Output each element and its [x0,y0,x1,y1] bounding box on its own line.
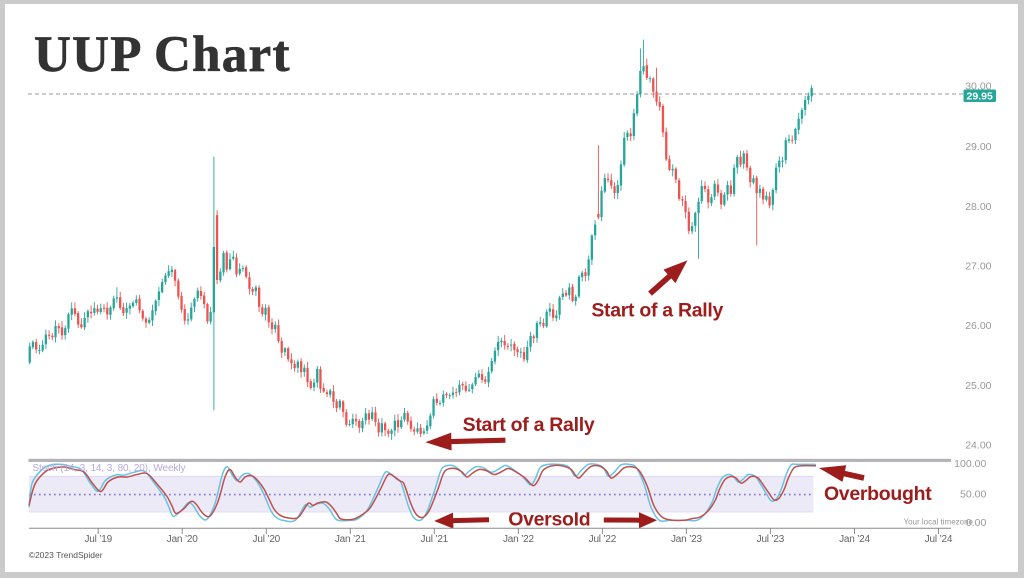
svg-text:Oversold: Oversold [508,509,590,531]
svg-text:Jul ’20: Jul ’20 [253,534,281,545]
svg-text:Jan ’21: Jan ’21 [335,534,366,545]
svg-text:Jan ’20: Jan ’20 [167,534,198,545]
svg-text:Jan ’24: Jan ’24 [839,534,870,545]
svg-text:29.95: 29.95 [967,90,993,102]
svg-text:Jul ’19: Jul ’19 [84,534,112,545]
svg-text:100.00: 100.00 [954,458,986,470]
svg-text:©2023 TrendSpider: ©2023 TrendSpider [29,550,103,560]
svg-text:50.00: 50.00 [960,489,986,501]
svg-text:UUP Chart: UUP Chart [34,27,291,83]
svg-text:Your local timezone: Your local timezone [903,518,973,527]
svg-text:Overbought: Overbought [824,483,932,505]
svg-text:Start of a Rally: Start of a Rally [463,414,595,436]
svg-text:24.00: 24.00 [965,440,991,452]
svg-text:Jul ’22: Jul ’22 [589,534,617,545]
svg-text:26.00: 26.00 [965,320,991,332]
svg-text:Jul ’21: Jul ’21 [421,534,449,545]
svg-text:29.00: 29.00 [965,141,991,153]
svg-text:Jul ’23: Jul ’23 [757,534,785,545]
svg-text:Jan ’23: Jan ’23 [671,534,702,545]
svg-text:Jul ’24: Jul ’24 [925,534,953,545]
svg-text:27.00: 27.00 [965,261,991,273]
svg-text:Jan ’22: Jan ’22 [503,534,534,545]
svg-text:0.00: 0.00 [966,517,987,529]
svg-text:Start of a Rally: Start of a Rally [591,300,723,322]
svg-text:28.00: 28.00 [965,201,991,213]
svg-text:Stoch (14, 3, 14, 3, 80, 20),: Stoch (14, 3, 14, 3, 80, 20), Weekly [32,463,185,474]
svg-text:25.00: 25.00 [965,380,991,392]
